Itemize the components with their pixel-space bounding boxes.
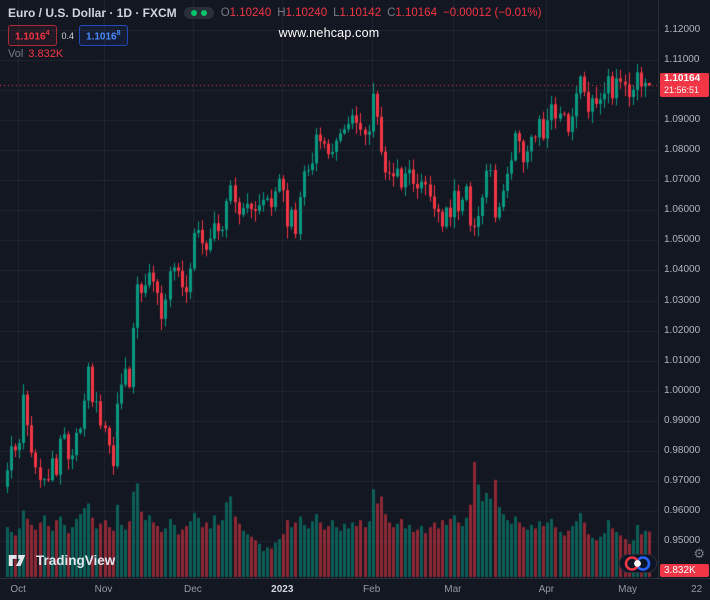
price-tick-label: 1.02000 [664, 324, 701, 336]
price-tick-label: 0.97000 [664, 474, 701, 486]
price-tick-label: 1.11000 [664, 54, 700, 66]
price-tick-label: 1.08000 [664, 144, 701, 156]
time-tick-label: Nov [94, 584, 113, 595]
time-tick-label: Oct [10, 584, 26, 595]
time-tick-label: Mar [444, 584, 462, 595]
price-tick-label: 1.05000 [664, 234, 701, 246]
time-tick-label: Apr [538, 584, 555, 595]
chart-canvas[interactable] [0, 0, 658, 578]
last-price-value: 1.10164 [664, 73, 701, 85]
multicolor-logo-icon[interactable] [619, 554, 657, 578]
open-label: O [220, 7, 230, 19]
green-dot-icon [190, 10, 197, 16]
settings-gear-icon[interactable]: ⚙︎ [693, 546, 705, 561]
bar-countdown: 21:56:51 [664, 85, 700, 96]
price-tick-label: 1.06000 [664, 204, 701, 216]
time-tick-label: May [618, 584, 638, 595]
time-tick-label: 2023 [271, 584, 294, 595]
open-value: 1.10240 [229, 7, 272, 19]
price-tick-label: 0.98000 [664, 444, 701, 456]
price-tick-label: 0.95000 [664, 535, 701, 546]
change-value: −0.00012 (−0.01%) [442, 7, 542, 19]
tradingview-logo[interactable]: TradingView [8, 553, 115, 568]
price-axis[interactable]: 1.10164 21:56:51 3.832K ⚙︎ 1.12000 1.1100… [658, 0, 710, 578]
time-axis[interactable]: Oct Nov Dec 2023 Feb Mar Apr May 22 [0, 578, 710, 600]
legend-visibility-toggle[interactable] [183, 7, 214, 19]
symbol-title: Euro / U.S. Dollar · 1D · FXCM [8, 6, 177, 20]
last-price-label: 1.10164 21:56:51 [660, 73, 709, 98]
price-tick-label: 1.04000 [664, 264, 701, 276]
close-label: C [387, 7, 396, 19]
ohlc-values: O1.10240 H1.10240 L1.10142 C1.10164 −0.0… [221, 7, 542, 19]
green-dot-icon [200, 10, 207, 16]
volume-legend: Vol 3.832K [8, 48, 63, 60]
time-tick-label: Feb [363, 584, 381, 595]
price-tick-label: 1.12000 [664, 24, 701, 35]
low-label: L [333, 7, 340, 19]
close-value: 1.10164 [395, 7, 437, 19]
chart-legend: Euro / U.S. Dollar · 1D · FXCM O1.10240 … [8, 6, 541, 20]
price-tick-label: 1.03000 [664, 294, 701, 306]
price-tick-label: 1.07000 [664, 174, 701, 186]
buy-ask-button[interactable]: 1.10168 [79, 25, 128, 47]
time-tick-label: Dec [183, 584, 202, 595]
price-tick-label: 1.01000 [664, 354, 701, 366]
volume-label: Vol [8, 48, 24, 60]
tradingview-logo-text: TradingView [36, 553, 116, 568]
sell-bid-button[interactable]: 1.10164 [8, 25, 57, 47]
price-tick-label: 0.96000 [664, 504, 701, 516]
tradingview-logo-icon [8, 555, 26, 566]
price-tick-label: 0.99000 [664, 414, 701, 426]
price-tick-label: 1.09000 [664, 114, 701, 126]
quote-row: 1.10164 0.4 1.10168 [8, 25, 128, 47]
volume-value: 3.832K [28, 48, 64, 60]
spread-value: 0.4 [61, 30, 75, 41]
time-tick-label: 22 [691, 584, 703, 595]
low-value: 1.10142 [339, 7, 382, 19]
high-value: 1.10240 [285, 7, 328, 19]
watermark-text: www.nehcap.com [278, 26, 380, 40]
price-tick-label: 1.00000 [664, 384, 701, 396]
volume-axis-label: 3.832K [660, 564, 709, 577]
high-label: H [277, 7, 286, 19]
